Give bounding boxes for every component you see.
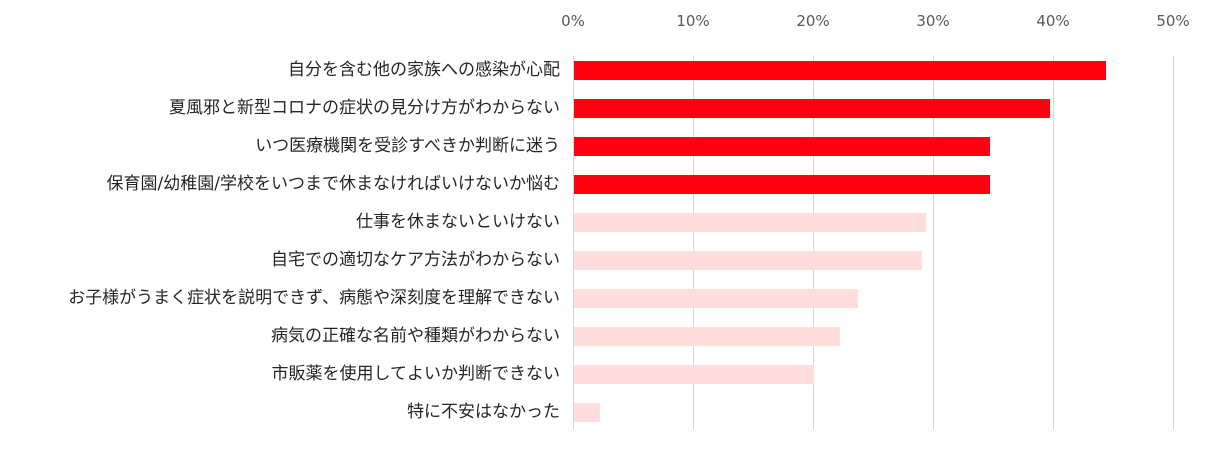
bar [574,175,991,194]
bar [574,289,859,308]
bar [574,403,601,422]
x-tick-label: 10% [676,12,710,30]
category-label: いつ医療機関を受診すべきか判断に迷う [255,136,560,156]
gridline [1053,56,1054,430]
category-label: 仕事を休まないといけない [356,212,560,232]
bar [574,365,814,384]
category-label: 自分を含む他の家族への感染が心配 [288,60,560,80]
gridline [1173,56,1174,430]
x-tick-label: 40% [1036,12,1070,30]
category-label: 特に不安はなかった [407,402,560,422]
bar [574,137,991,156]
bar [574,251,922,270]
bar [574,327,841,346]
x-tick-label: 50% [1156,12,1190,30]
bar [574,99,1051,118]
gridline [933,56,934,430]
category-label: 夏風邪と新型コロナの症状の見分け方がわからない [169,98,560,118]
x-tick-label: 0% [561,12,585,30]
category-label: お子様がうまく症状を説明できず、病態や深刻度を理解できない [68,288,560,308]
bar [574,213,926,232]
category-label: 自宅での適切なケア方法がわからない [271,250,560,270]
x-tick-label: 30% [916,12,950,30]
x-tick-label: 20% [796,12,830,30]
gridline [573,56,574,430]
category-label: 病気の正確な名前や種類がわからない [271,326,560,346]
category-label: 市販薬を使用してよいか判断できない [271,364,561,384]
gridline [813,56,814,430]
category-label: 保育園/幼稚園/学校をいつまで休まなければいけないか悩む [106,174,560,194]
gridline [693,56,694,430]
bar [574,61,1106,80]
